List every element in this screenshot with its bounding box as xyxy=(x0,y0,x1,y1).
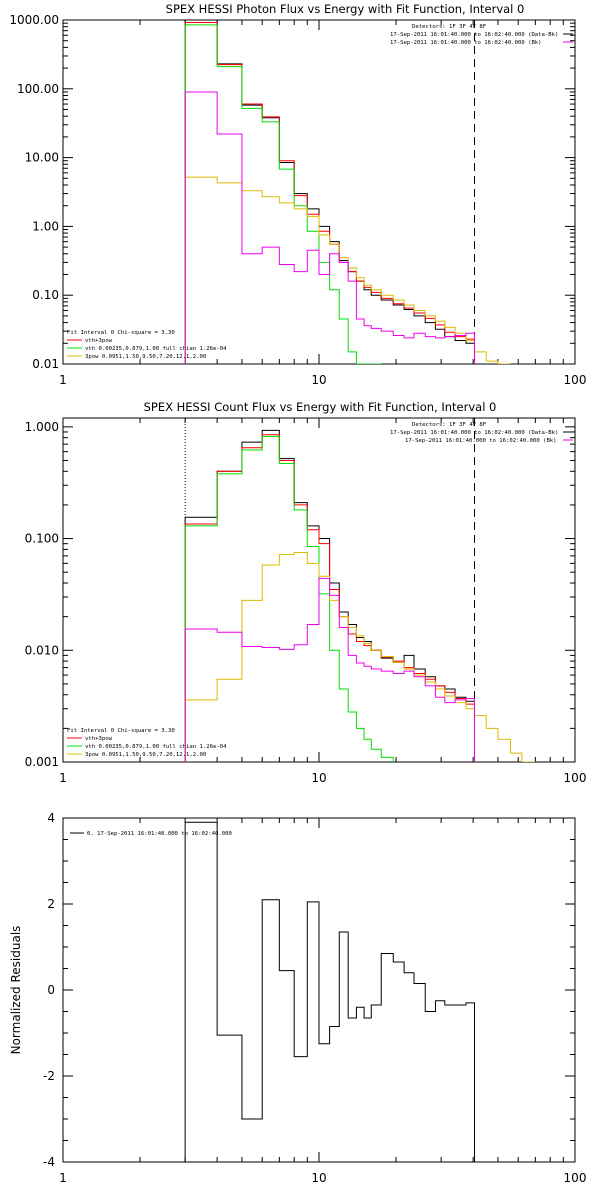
count-legend-total: vth+3pow xyxy=(85,736,113,742)
photon-series-vth xyxy=(184,24,382,364)
count-flux-title: SPEX HESSI Count Flux vs Energy with Fit… xyxy=(144,400,497,414)
count-legend-fit-interval: Fit Interval 0 Chi-square = 3.30 xyxy=(67,728,175,734)
photon-flux-plot-frame xyxy=(62,19,576,365)
residuals-panel: 1 10 100 Normalized Residuals 0. 17-Sep-… xyxy=(9,811,586,1185)
photon-series-data xyxy=(184,20,476,364)
count-legend-detectors: Detectors: 1F 3F 4F 8F xyxy=(412,422,487,428)
count-series-background xyxy=(184,552,536,762)
resid-x-tick-1: 1 xyxy=(59,1171,67,1185)
photon-x-tick-1: 1 xyxy=(59,373,67,387)
count-x-tick-10: 10 xyxy=(311,771,326,785)
photon-legend-total: vth+3pow xyxy=(85,338,113,344)
count-x-tick-100: 100 xyxy=(564,771,587,785)
residuals-legend-label: 0. 17-Sep-2011 16:01:40.000 to 16:02:40.… xyxy=(87,831,232,837)
count-y-tick-label: 0.100 xyxy=(25,532,59,546)
photon-series-bpow xyxy=(184,91,476,364)
residuals-y-axis-label: Normalized Residuals xyxy=(9,926,23,1055)
photon-y-tick-label: 0.10 xyxy=(32,288,59,302)
resid-y-tick-label: 0 xyxy=(47,983,55,997)
photon-legend-bk: 17-Sep-2011 16:01:40.000 to 16:02:40.000… xyxy=(390,40,542,46)
photon-legend-vth: vth 0.00235,0.879,1.00 full chian 1.26e-… xyxy=(85,346,227,352)
count-y-tick-label: 0.010 xyxy=(25,643,59,657)
photon-flux-panel: SPEX HESSI Photon Flux vs Energy with Fi… xyxy=(9,2,586,387)
photon-y-tick-label: 1.00 xyxy=(32,219,59,233)
count-x-tick-1: 1 xyxy=(59,771,67,785)
count-y-tick-label: 1.000 xyxy=(25,420,59,434)
count-series-vth xyxy=(184,435,394,762)
resid-y-tick-label: 4 xyxy=(47,811,55,825)
photon-x-tick-100: 100 xyxy=(564,373,587,387)
count-legend-3pow: 3pow 0.0951,1.50,9.50,7.20,12.1,2.00 xyxy=(85,752,206,758)
count-flux-panel: SPEX HESSI Count Flux vs Energy with Fit… xyxy=(25,400,587,785)
count-series-fit_total xyxy=(184,434,476,762)
photon-y-tick-label: 0.01 xyxy=(32,357,59,371)
resid-y-tick-label: -4 xyxy=(43,1155,55,1169)
count-y-tick-label: 0.001 xyxy=(25,755,59,769)
count-legend-vth: vth 0.00235,0.879,1.00 full chian 1.26e-… xyxy=(85,744,227,750)
count-legend-bk: 17-Sep-2011 16:01:40.000 to 16:02:40.000… xyxy=(405,438,557,444)
count-series-bpow xyxy=(184,577,476,762)
resid-y-tick-label: -2 xyxy=(43,1069,55,1083)
resid-series-data xyxy=(184,821,476,1162)
photon-y-tick-label: 10.00 xyxy=(25,151,59,165)
photon-legend-3pow: 3pow 0.0951,1.50,9.50,7.20,12.1,2.00 xyxy=(85,354,206,360)
photon-series-background xyxy=(184,176,511,364)
photon-legend-detectors: Detectors: 1F 3F 4F 8F xyxy=(412,24,487,30)
photon-series-fit_total xyxy=(184,21,476,364)
photon-y-tick-label: 1000.00 xyxy=(9,13,59,27)
photon-flux-title: SPEX HESSI Photon Flux vs Energy with Fi… xyxy=(166,2,525,16)
resid-x-tick-100: 100 xyxy=(564,1171,587,1185)
resid-x-tick-10: 10 xyxy=(311,1171,326,1185)
resid-y-tick-label: 2 xyxy=(47,897,55,911)
photon-y-tick-label: 100.00 xyxy=(17,82,59,96)
photon-legend-fit-interval: Fit Interval 0 Chi-square = 3.30 xyxy=(67,330,175,336)
photon-x-tick-10: 10 xyxy=(311,373,326,387)
